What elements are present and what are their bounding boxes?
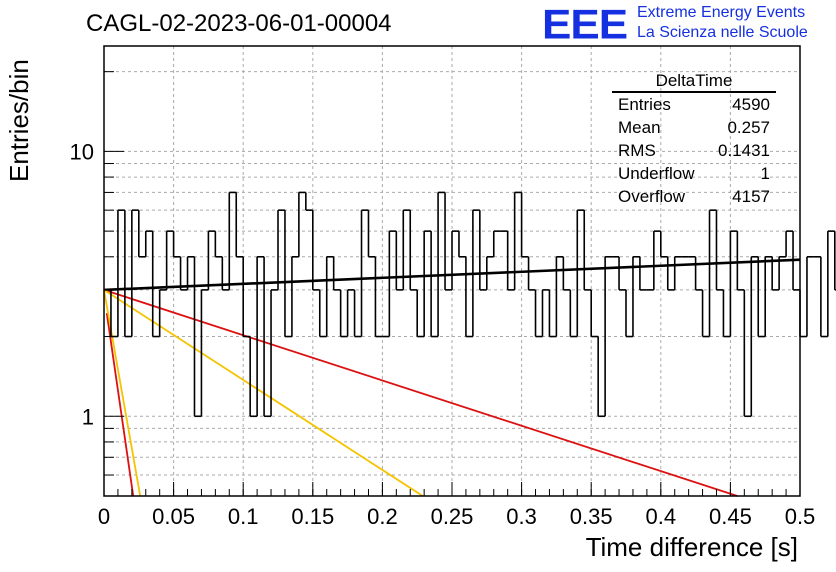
- stats-row-overflow: Overflow 4157: [612, 185, 776, 208]
- logo-text-line1: Extreme Energy Events: [637, 4, 806, 21]
- stats-box-title: DeltaTime: [612, 70, 776, 93]
- axis-ticks: [103, 71, 801, 497]
- fit-line: [103, 289, 142, 497]
- stats-row-rms: RMS 0.1431: [612, 139, 776, 162]
- y-tick-label: 10: [70, 139, 94, 164]
- x-tick-label: 0.4: [646, 504, 677, 529]
- y-axis-label: Entries/bin: [4, 59, 34, 182]
- x-tick-label: 0.2: [367, 504, 398, 529]
- stats-label: RMS: [618, 141, 656, 160]
- histogram: [104, 191, 836, 418]
- eee-logo: EEE: [542, 1, 628, 48]
- stats-label: Underflow: [618, 164, 695, 183]
- stats-row-underflow: Underflow 1: [612, 162, 776, 185]
- x-tick-label: 0.15: [291, 504, 334, 529]
- stats-label: Entries: [618, 95, 671, 114]
- x-tick-label: 0.25: [431, 504, 474, 529]
- logo-text-line2: La Scienza nelle Scuole: [637, 24, 808, 41]
- chart-title: CAGL-02-2023-06-01-00004: [86, 10, 392, 37]
- grid: [104, 46, 800, 497]
- x-tick-label: 0.1: [228, 504, 259, 529]
- stats-value: 0.257: [727, 118, 770, 137]
- y-tick-label: 1: [82, 404, 94, 429]
- x-tick-label: 0.35: [570, 504, 613, 529]
- x-tick-label: 0.45: [709, 504, 752, 529]
- stats-row-entries: Entries 4590: [612, 93, 776, 116]
- x-tick-label: 0.3: [506, 504, 537, 529]
- stats-label: Mean: [618, 118, 661, 137]
- x-tick-label: 0.05: [152, 504, 195, 529]
- fit-line: [105, 313, 135, 497]
- stats-row-mean: Mean 0.257: [612, 116, 776, 139]
- x-tick-label: 0: [98, 504, 110, 529]
- stats-box: DeltaTime Entries 4590 Mean 0.257 RMS 0.143…: [612, 70, 776, 208]
- stats-value: 1: [760, 164, 770, 183]
- stats-value: 4157: [732, 187, 770, 206]
- fit-line: [103, 289, 738, 497]
- stats-value: 0.1431: [718, 141, 770, 160]
- stats-value: 4590: [732, 95, 770, 114]
- x-tick-label: 0.5: [785, 504, 816, 529]
- tick-labels: 0 0.05 0.1 0.15 0.2 0.25 0.3 0.35 0.4 0.45 0.5 1 10: [70, 139, 816, 529]
- x-axis-label: Time difference [s]: [585, 532, 798, 562]
- stats-label: Overflow: [618, 187, 686, 206]
